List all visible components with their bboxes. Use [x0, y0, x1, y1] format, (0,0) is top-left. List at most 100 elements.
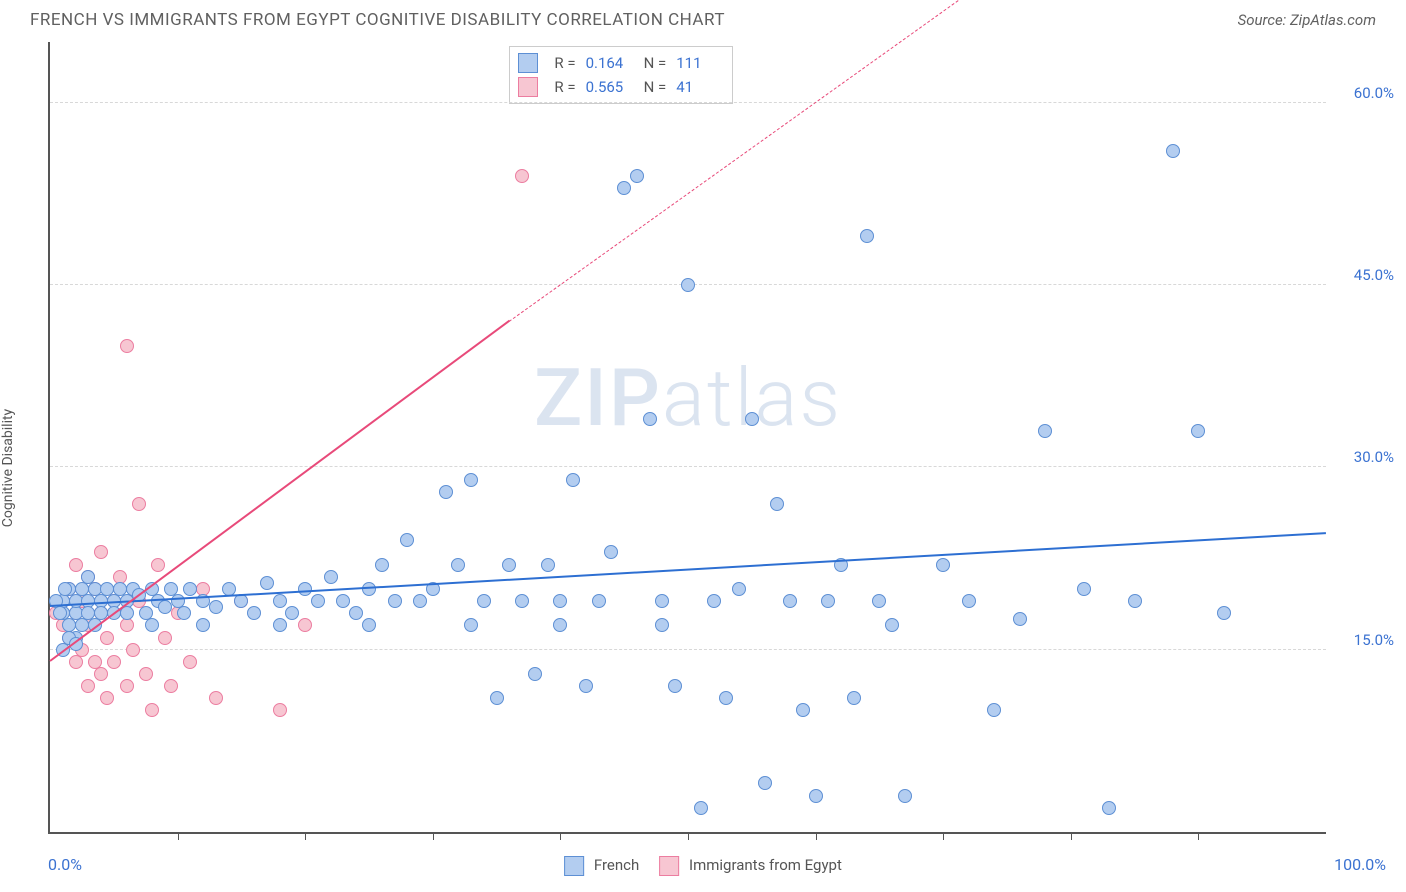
data-point [655, 594, 669, 608]
data-point [1128, 594, 1142, 608]
data-point [885, 618, 899, 632]
data-point [324, 570, 338, 584]
data-point [464, 473, 478, 487]
data-point [617, 181, 631, 195]
data-point [139, 667, 153, 681]
data-point [732, 582, 746, 596]
data-point [643, 412, 657, 426]
gridline [50, 649, 1326, 650]
swatch-blue-icon [518, 53, 538, 73]
data-point [298, 618, 312, 632]
stats-R-label-2: R = [554, 78, 575, 96]
chart-container: Cognitive Disability ZIPatlas R = 0.164 … [0, 36, 1406, 884]
xtick [433, 832, 434, 840]
data-point [362, 618, 376, 632]
data-point [273, 703, 287, 717]
source-label: Source: ZipAtlas.com [1238, 11, 1376, 29]
data-point [260, 576, 274, 590]
data-point [987, 703, 1001, 717]
data-point [1038, 424, 1052, 438]
data-point [145, 618, 159, 632]
xtick [688, 832, 689, 840]
data-point [770, 497, 784, 511]
data-point [145, 703, 159, 717]
data-point [273, 594, 287, 608]
data-point [126, 643, 140, 657]
watermark-zip: ZIP [534, 351, 662, 445]
legend-blue-label: French [594, 856, 639, 874]
xtick [1071, 832, 1072, 840]
data-point [439, 485, 453, 499]
data-point [273, 618, 287, 632]
watermark: ZIPatlas [534, 351, 842, 445]
data-point [553, 618, 567, 632]
stats-blue-N: 111 [676, 54, 724, 72]
data-point [592, 594, 606, 608]
data-point [158, 631, 172, 645]
data-point [566, 473, 580, 487]
swatch-pink-icon [518, 77, 538, 97]
data-point [311, 594, 325, 608]
data-point [694, 801, 708, 815]
data-point [1102, 801, 1116, 815]
data-point [809, 789, 823, 803]
stats-N-label-2: N = [644, 78, 667, 96]
data-point [81, 679, 95, 693]
data-point [528, 667, 542, 681]
data-point [1166, 144, 1180, 158]
data-point [100, 631, 114, 645]
data-point [898, 789, 912, 803]
data-point [796, 703, 810, 717]
data-point [298, 582, 312, 596]
ytick-label: 30.0% [1354, 448, 1394, 466]
data-point [120, 618, 134, 632]
ytick-label: 45.0% [1354, 266, 1394, 284]
xtick [178, 832, 179, 840]
data-point [1217, 606, 1231, 620]
data-point [630, 169, 644, 183]
data-point [502, 558, 516, 572]
ytick-label: 15.0% [1354, 631, 1394, 649]
swatch-blue-icon [564, 856, 584, 876]
data-point [821, 594, 835, 608]
data-point [579, 679, 593, 693]
data-point [515, 594, 529, 608]
stats-row-pink: R = 0.565 N = 41 [518, 75, 724, 99]
data-point [209, 600, 223, 614]
data-point [349, 606, 363, 620]
data-point [758, 776, 772, 790]
data-point [553, 594, 567, 608]
plot-area: ZIPatlas R = 0.164 N = 111 R = 0.565 N =… [48, 42, 1326, 834]
data-point [936, 558, 950, 572]
data-point [719, 691, 733, 705]
data-point [120, 339, 134, 353]
data-point [69, 558, 83, 572]
data-point [464, 618, 478, 632]
data-point [388, 594, 402, 608]
xtick [816, 832, 817, 840]
xtick [943, 832, 944, 840]
legend-item-pink: Immigrants from Egypt [659, 856, 842, 876]
data-point [94, 545, 108, 559]
data-point [336, 594, 350, 608]
data-point [541, 558, 555, 572]
x-axis-min-label: 0.0% [48, 855, 82, 874]
legend-pink-label: Immigrants from Egypt [689, 856, 842, 874]
stats-pink-R: 0.565 [586, 78, 634, 96]
data-point [668, 679, 682, 693]
data-point [53, 606, 67, 620]
gridline [50, 102, 1326, 103]
data-point [477, 594, 491, 608]
stats-pink-N: 41 [676, 78, 724, 96]
stats-N-label: N = [644, 54, 667, 72]
data-point [151, 558, 165, 572]
data-point [451, 558, 465, 572]
data-point [1013, 612, 1027, 626]
data-point [107, 655, 121, 669]
data-point [490, 691, 504, 705]
data-point [375, 558, 389, 572]
data-point [183, 655, 197, 669]
data-point [707, 594, 721, 608]
data-point [58, 582, 72, 596]
xtick [560, 832, 561, 840]
